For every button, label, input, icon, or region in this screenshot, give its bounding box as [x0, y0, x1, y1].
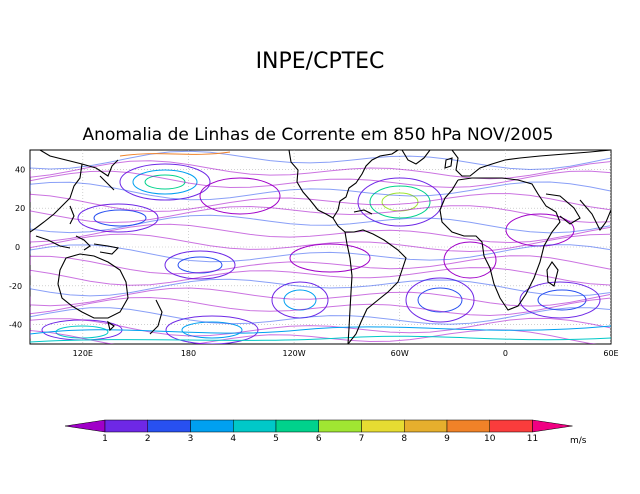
streamline [357, 177, 443, 227]
colorbar-label: 6 [316, 434, 322, 444]
colorbar-label: 4 [230, 434, 236, 444]
streamline [30, 255, 611, 275]
lon-label: 60E [603, 349, 618, 358]
streamline [181, 321, 243, 339]
colorbar-swatch [361, 419, 405, 433]
streamline [289, 243, 371, 273]
lon-label: 120W [282, 349, 305, 358]
streamline [30, 160, 611, 180]
streamline [177, 256, 223, 274]
colorbar-units: m/s [570, 436, 587, 446]
colorbar-label: 8 [401, 434, 407, 444]
streamline [519, 281, 601, 319]
streamline [30, 233, 611, 253]
streamline [30, 150, 611, 171]
lon-label: 60W [391, 349, 409, 358]
streamline [30, 205, 611, 224]
streamline [30, 223, 611, 244]
streamline [30, 307, 611, 325]
map-title: Anomalia de Linhas de Corrente em 850 hP… [83, 125, 554, 145]
latitude-axis: 40 20 0 -20 -40 [9, 165, 25, 329]
colorbar-label: 5 [273, 434, 279, 444]
colorbar-swatch [233, 419, 277, 433]
streamline [93, 209, 147, 227]
colorbar-label: 9 [444, 434, 450, 444]
colorbar-swatch [190, 419, 234, 433]
longitude-axis: 120E 180 120W 60W 0 60E [73, 349, 619, 358]
colorbar-swatch [446, 419, 490, 433]
colorbar-swatch [104, 419, 148, 433]
colorbar-swatch [147, 419, 191, 433]
streamline [30, 317, 611, 337]
streamlines [30, 150, 611, 344]
streamline [417, 287, 463, 313]
streamline [119, 163, 211, 201]
streamline [30, 325, 611, 335]
lon-label: 0 [503, 349, 508, 358]
colorbar-label: 10 [484, 434, 496, 444]
streamline [30, 214, 611, 234]
lon-label: 180 [181, 349, 196, 358]
lat-label: 0 [15, 243, 20, 252]
map-panel [29, 149, 612, 345]
streamline [30, 278, 611, 297]
streamline [119, 151, 231, 157]
colorbar-swatch [318, 419, 362, 433]
lat-label: -20 [9, 282, 22, 291]
colorbar-label: 1 [102, 434, 108, 444]
lon-label: 120E [73, 349, 93, 358]
colorbar-swatch [404, 419, 448, 433]
streamline [30, 287, 611, 307]
colorbar [64, 419, 573, 433]
streamline [199, 177, 281, 215]
streamline [30, 335, 611, 343]
org-title: INPE/CPTEC [256, 49, 385, 74]
lat-label: -40 [9, 321, 22, 330]
streamline [30, 267, 611, 286]
streamline [369, 185, 431, 219]
colorbar-swatch [275, 419, 319, 433]
streamline [30, 296, 611, 317]
lat-label: 20 [15, 204, 25, 213]
streamline [537, 289, 587, 311]
colorbar-swatch [532, 419, 573, 433]
colorbar-label: 3 [188, 434, 194, 444]
colorbar-label: 2 [145, 434, 151, 444]
streamline [164, 250, 236, 280]
colorbar-label: 11 [527, 434, 538, 444]
coastlines [30, 150, 611, 344]
streamline [30, 181, 611, 201]
colorbar-swatch [489, 419, 533, 433]
colorbar-label: 7 [359, 434, 365, 444]
streamline [132, 169, 198, 195]
lat-label: 40 [15, 165, 25, 174]
colorbar-labels: 1 2 3 4 5 6 7 8 9 10 11 [102, 434, 538, 444]
colorbar-swatch [64, 419, 106, 433]
